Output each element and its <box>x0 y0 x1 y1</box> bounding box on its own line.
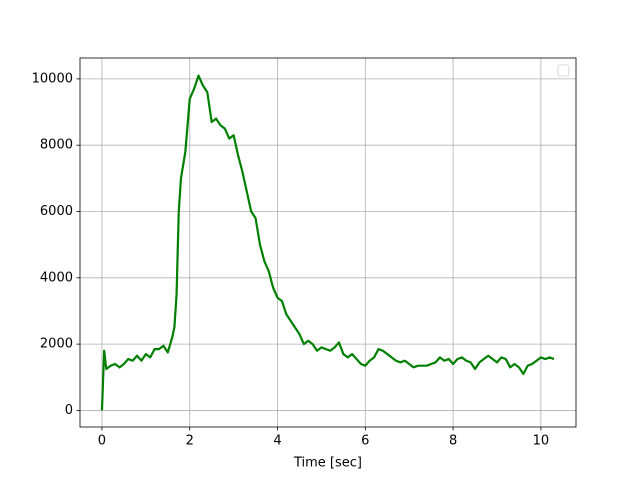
y-tick-label: 0 <box>65 403 73 418</box>
x-axis-label: Time [sec] <box>293 456 362 471</box>
x-tick-label: 8 <box>449 434 457 449</box>
x-tick-label: 2 <box>186 434 194 449</box>
data-line <box>100 74 555 411</box>
y-tick-label: 4000 <box>40 270 73 285</box>
y-tick-label: 10000 <box>32 71 73 86</box>
y-tick-label: 8000 <box>40 138 73 153</box>
x-tick-label: 10 <box>533 434 550 449</box>
y-tick-label: 2000 <box>40 337 73 352</box>
y-tick-label: 6000 <box>40 204 73 219</box>
x-tick-label: 4 <box>273 434 281 449</box>
x-tick-label: 0 <box>98 434 106 449</box>
plot-frame <box>79 57 577 428</box>
x-tick-label: 6 <box>361 434 369 449</box>
legend <box>557 64 570 77</box>
